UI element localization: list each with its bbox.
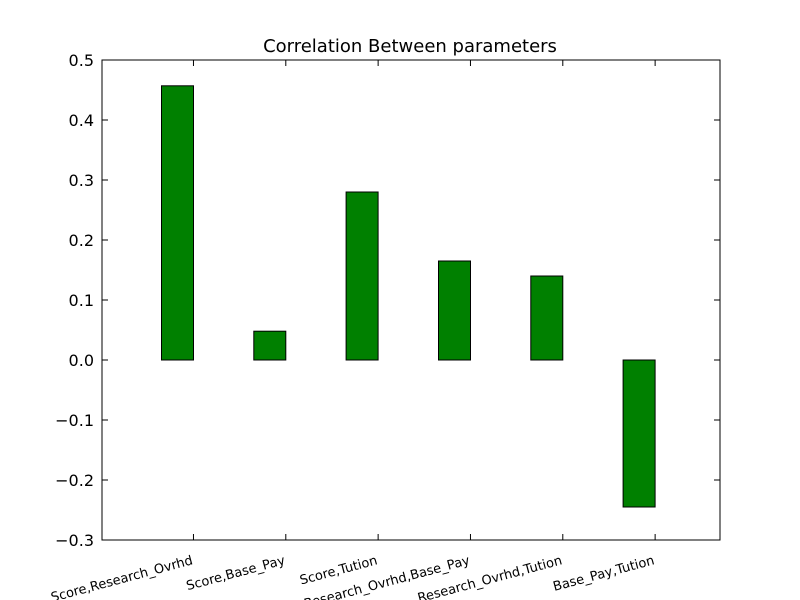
y-tick-label: 0.2 [69, 231, 94, 250]
y-tick-label: 0.1 [69, 291, 94, 310]
bar [438, 260, 471, 361]
y-tick-label: −0.3 [55, 531, 94, 550]
y-tick-label: −0.2 [55, 471, 94, 490]
y-tick-label: −0.1 [55, 411, 94, 430]
y-tick-label: 0.0 [69, 351, 94, 370]
x-tick-label: Base_Pay,Tution [552, 553, 657, 594]
x-tick-label: Score,Base_Pay [185, 553, 287, 594]
bar [161, 85, 194, 361]
y-tick-label: 0.4 [69, 111, 94, 130]
bar [530, 275, 564, 361]
y-tick-label: 0.3 [69, 171, 94, 190]
bar [622, 359, 656, 508]
y-tick-label: 0.5 [69, 51, 94, 70]
chart-title: Correlation Between parameters [263, 36, 557, 57]
bar [345, 191, 379, 361]
bars-layer [161, 85, 656, 508]
bar [253, 330, 287, 361]
y-axis: 0.5 0.4 0.3 0.2 0.1 0.0 −0.1 −0.2 −0.3 [55, 51, 720, 550]
x-tick-label: Score,Research_Ovrhd [49, 553, 194, 600]
